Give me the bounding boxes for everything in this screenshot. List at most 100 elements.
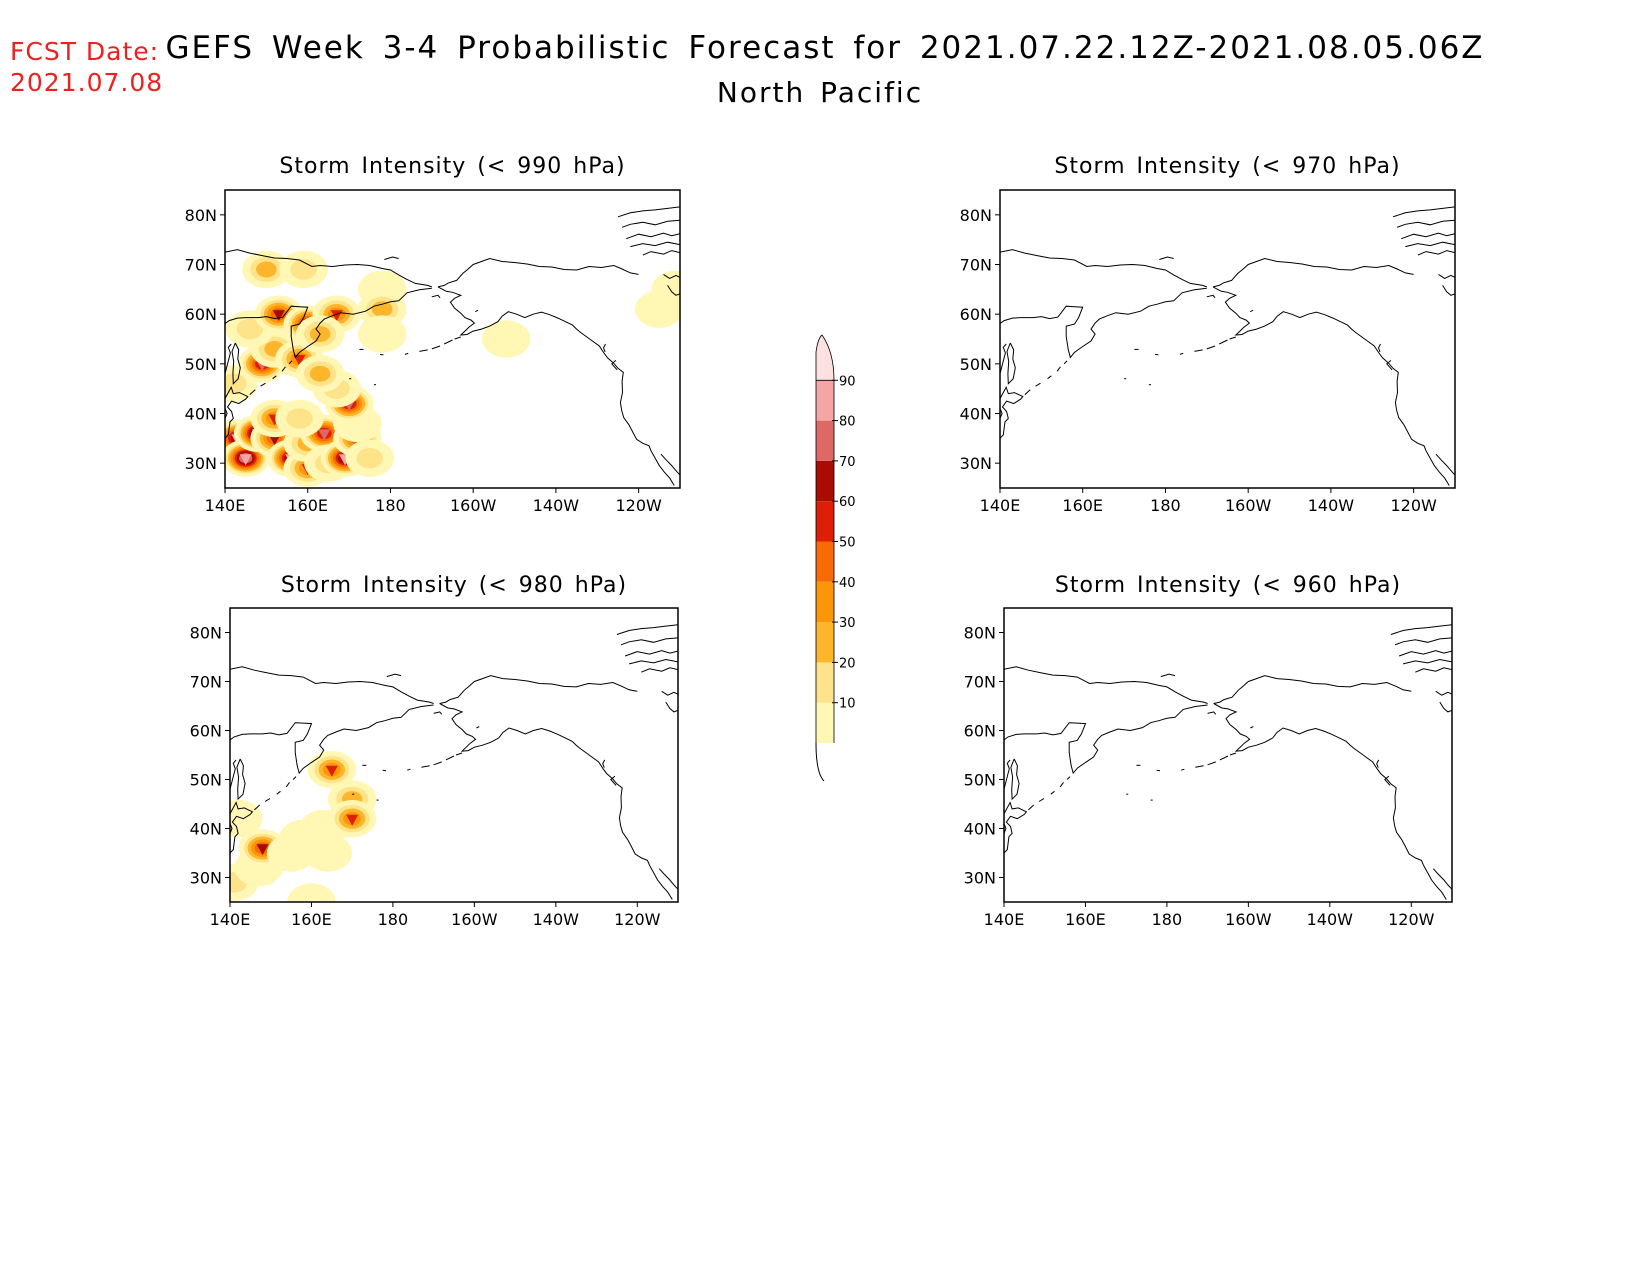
lon-tick-label: 180 — [375, 496, 406, 515]
colorbar-tail — [815, 742, 825, 782]
coastline — [455, 752, 463, 756]
coastline — [1394, 637, 1452, 646]
coastline — [1218, 339, 1228, 345]
coastline — [628, 658, 678, 665]
coastline — [1159, 256, 1174, 260]
probability-cell — [482, 320, 531, 358]
coastline — [236, 758, 246, 801]
coastline — [1004, 666, 1208, 704]
coastline — [1181, 768, 1185, 771]
colorbar-swatch — [816, 501, 834, 542]
coastline — [421, 765, 430, 768]
coastline — [1377, 343, 1381, 353]
coastline — [1000, 343, 1007, 374]
probability-cell — [309, 365, 331, 382]
coastline — [1004, 704, 1208, 775]
panel-title: Storm Intensity (< 960 hPa) — [1055, 573, 1401, 598]
coastline — [1390, 624, 1452, 635]
probability-core — [272, 310, 285, 322]
coastline — [610, 775, 617, 786]
lon-tick-label: 120W — [1390, 496, 1437, 515]
coastline — [288, 360, 293, 365]
coastline — [1207, 761, 1216, 766]
coastline — [281, 366, 286, 372]
lon-tick-label: 180 — [1152, 910, 1183, 929]
probability-cell — [287, 883, 336, 902]
lon-tick-label: 120W — [615, 496, 662, 515]
coastline — [1206, 345, 1216, 350]
lat-tick-label: 40N — [190, 820, 222, 839]
coastline — [1415, 667, 1452, 673]
lat-tick-label: 60N — [185, 305, 217, 324]
coastline — [1050, 790, 1055, 795]
coastline — [626, 232, 680, 240]
colorbar-swatch — [816, 702, 834, 743]
coastline — [1212, 286, 1427, 451]
coastline — [1432, 868, 1452, 890]
probability-core — [346, 814, 359, 826]
lon-tick-label: 140W — [1307, 910, 1354, 929]
coastline — [272, 375, 277, 380]
probability-cell — [357, 315, 407, 353]
probability-core — [256, 844, 269, 856]
lat-tick-label: 40N — [185, 405, 217, 424]
lat-tick-label: 50N — [190, 771, 222, 790]
coastline — [292, 776, 297, 780]
coastlines — [1000, 206, 1455, 486]
coastline — [602, 759, 606, 768]
panel-title: Storm Intensity (< 970 hPa) — [1054, 154, 1400, 179]
colorbar-label: 80 — [839, 415, 856, 430]
coastline — [624, 650, 678, 657]
coastline — [1195, 765, 1204, 768]
colorbar-label: 70 — [839, 455, 856, 470]
coastline — [475, 309, 479, 313]
coastline — [249, 389, 256, 395]
coastline — [1160, 673, 1176, 678]
lon-tick-label: 160W — [450, 496, 497, 515]
probability-core — [239, 454, 252, 466]
coastline — [437, 257, 639, 288]
lat-tick-label: 30N — [960, 454, 992, 473]
map-frame — [224, 189, 681, 489]
coastline — [663, 273, 680, 279]
map-frame — [229, 607, 679, 903]
panel-title: Storm Intensity (< 980 hPa) — [281, 573, 627, 598]
coastline — [1000, 249, 1207, 288]
page-title: GEFS Week 3-4 Probabilistic Forecast for… — [165, 30, 1485, 66]
lat-tick-label: 80N — [960, 206, 992, 225]
coastline — [630, 241, 680, 248]
panel-980hpa: Storm Intensity (< 980 hPa) 80N 70N 60N 50N 4… — [190, 573, 679, 929]
coastline — [650, 450, 675, 486]
coastline — [1056, 366, 1061, 372]
probability-shading — [230, 751, 377, 902]
lat-tick-label: 70N — [185, 256, 217, 275]
lat-tick-label: 80N — [185, 206, 217, 225]
coastline — [667, 285, 680, 296]
coastline — [1435, 690, 1452, 696]
colorbar-label: 90 — [839, 374, 856, 389]
coastline — [1035, 382, 1041, 387]
coastline — [617, 206, 680, 218]
probability-cell — [286, 408, 313, 429]
coastline — [419, 349, 428, 352]
coastline — [454, 336, 461, 340]
coastline — [658, 868, 678, 890]
colorbar-swatch — [816, 622, 834, 663]
coastlines — [1004, 624, 1452, 900]
colorbar-swatch — [816, 460, 834, 502]
colorbar-label: 30 — [839, 616, 856, 631]
coastline — [661, 690, 678, 696]
map-frame — [1003, 607, 1453, 903]
coastline — [230, 759, 237, 790]
colorbar-label: 20 — [839, 656, 856, 671]
coastline — [1004, 801, 1028, 854]
coastline — [1401, 232, 1455, 240]
coastline — [665, 701, 678, 713]
coastline — [1156, 769, 1161, 772]
coastline — [1250, 309, 1254, 313]
probability-cell — [371, 301, 393, 318]
coastline — [439, 703, 650, 866]
coastlines — [225, 206, 680, 486]
lat-tick-label: 70N — [964, 673, 996, 692]
coastline — [276, 790, 281, 795]
